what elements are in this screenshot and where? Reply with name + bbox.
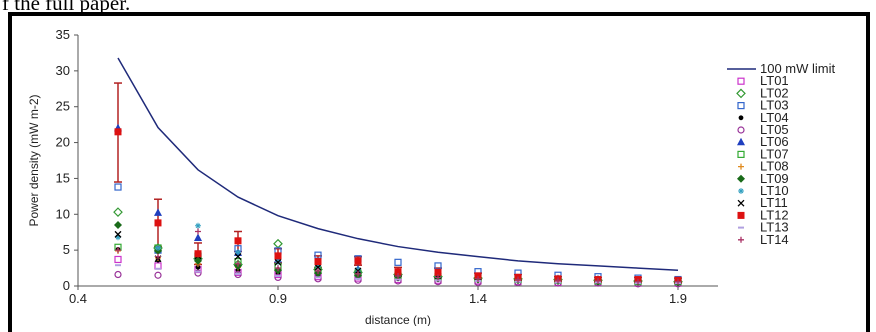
legend-marker bbox=[737, 174, 745, 183]
legend-label: LT11 bbox=[760, 195, 788, 210]
data-point bbox=[234, 253, 242, 261]
data-point bbox=[395, 272, 401, 279]
y-tick-label: 20 bbox=[56, 135, 70, 150]
data-point bbox=[154, 219, 162, 227]
legend-label: 100 mW limit bbox=[760, 61, 836, 76]
legend-marker bbox=[738, 163, 744, 170]
data-point bbox=[675, 278, 681, 285]
legend-label: LT03 bbox=[760, 98, 789, 113]
data-point bbox=[234, 237, 242, 245]
y-tick-label: 10 bbox=[56, 206, 70, 221]
y-tick-label: 35 bbox=[56, 27, 70, 42]
legend-label: LT12 bbox=[760, 207, 789, 222]
limit-line bbox=[117, 57, 679, 271]
data-point bbox=[113, 207, 123, 217]
legend-label: LT06 bbox=[760, 134, 789, 149]
data-point bbox=[114, 128, 122, 136]
data-point bbox=[555, 277, 561, 284]
data-point bbox=[635, 278, 641, 285]
legend-label: LT02 bbox=[760, 85, 789, 100]
data-point bbox=[235, 249, 241, 256]
legend-marker bbox=[736, 88, 746, 99]
caption-fragment: f the full paper. bbox=[2, 0, 131, 15]
legend-label: LT14 bbox=[760, 232, 789, 247]
legend-marker bbox=[737, 126, 745, 134]
legend-marker bbox=[737, 77, 745, 85]
limit-line-layer bbox=[117, 57, 679, 271]
legend: 100 mW limitLT01LT02LT03LT04LT05LT06LT07… bbox=[727, 61, 836, 247]
data-point bbox=[195, 222, 201, 229]
legend-marker bbox=[737, 199, 745, 207]
y-tick-label: 25 bbox=[56, 99, 70, 114]
data-point bbox=[115, 234, 121, 241]
legend-marker bbox=[738, 188, 744, 194]
data-point bbox=[515, 276, 521, 283]
data-point bbox=[114, 230, 122, 238]
data-point bbox=[194, 256, 202, 265]
x-tick-label: 1.9 bbox=[669, 291, 687, 306]
series-lt14 bbox=[115, 228, 681, 285]
data-point bbox=[114, 221, 122, 230]
y-tick-label: 30 bbox=[56, 63, 70, 78]
x-tick-label: 0.9 bbox=[269, 291, 287, 306]
data-point bbox=[194, 233, 202, 241]
data-point bbox=[194, 269, 202, 277]
data-point bbox=[394, 268, 402, 276]
data-point bbox=[155, 244, 161, 251]
y-tick-label: 15 bbox=[56, 170, 70, 185]
data-point bbox=[475, 275, 481, 282]
legend-label: LT13 bbox=[760, 220, 789, 235]
legend-marker bbox=[737, 211, 745, 219]
y-tick-label: 5 bbox=[63, 242, 70, 257]
data-point bbox=[154, 271, 162, 279]
axes: 0 5 10 15 20 25 30 35 0.4 0.9 1.4 1.9 distance (m) Po… bbox=[27, 27, 718, 326]
legend-label: LT10 bbox=[760, 183, 789, 198]
data-point bbox=[114, 270, 122, 279]
legend-marker bbox=[738, 236, 744, 243]
data-point bbox=[434, 268, 442, 276]
data-point bbox=[114, 255, 122, 264]
data-point bbox=[194, 250, 202, 258]
legend-label: LT01 bbox=[760, 73, 789, 88]
data-point bbox=[354, 257, 362, 265]
legend-marker bbox=[737, 150, 745, 158]
y-tick-label: 0 bbox=[63, 278, 70, 293]
data-point bbox=[274, 258, 282, 266]
legend-marker bbox=[737, 101, 745, 110]
legend-marker bbox=[738, 115, 744, 121]
legend-label: LT05 bbox=[760, 122, 789, 137]
points-layer bbox=[113, 123, 683, 288]
legend-marker bbox=[737, 137, 745, 146]
data-point bbox=[394, 258, 402, 266]
data-point bbox=[314, 263, 322, 271]
data-point bbox=[115, 247, 121, 254]
data-point bbox=[195, 264, 201, 270]
data-point bbox=[114, 183, 122, 191]
data-point bbox=[315, 262, 321, 269]
data-point bbox=[273, 238, 283, 249]
data-point bbox=[154, 208, 162, 216]
y-axis-label: Power density (mW m-2) bbox=[27, 94, 41, 226]
data-point bbox=[274, 252, 282, 260]
legend-label: LT04 bbox=[760, 110, 789, 125]
legend-label: LT09 bbox=[760, 171, 789, 186]
data-point bbox=[314, 258, 322, 266]
x-tick-label: 0.4 bbox=[69, 291, 87, 306]
data-point bbox=[274, 273, 282, 281]
data-point bbox=[435, 274, 441, 281]
x-axis-label: distance (m) bbox=[365, 313, 431, 326]
data-point bbox=[355, 266, 361, 273]
data-point bbox=[595, 277, 601, 284]
data-point bbox=[155, 253, 161, 260]
data-point bbox=[355, 270, 361, 277]
x-tick-label: 1.4 bbox=[469, 291, 487, 306]
legend-label: LT08 bbox=[760, 159, 789, 174]
data-point bbox=[315, 267, 321, 274]
data-point bbox=[235, 260, 241, 267]
legend-label: LT07 bbox=[760, 146, 789, 161]
data-point bbox=[275, 265, 281, 272]
data-point bbox=[195, 228, 201, 235]
